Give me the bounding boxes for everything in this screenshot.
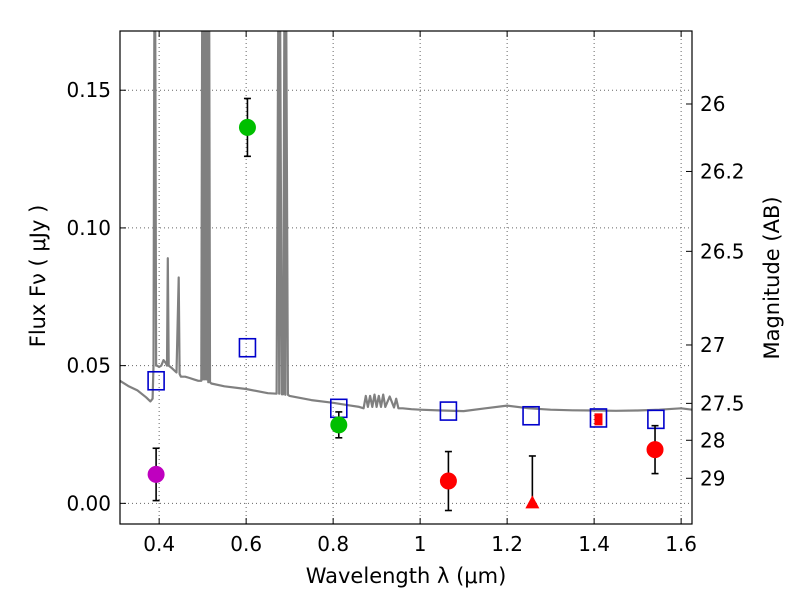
observed-flux-point (439, 472, 457, 490)
marginal-point-marker (594, 413, 603, 426)
x-tick-label: 1.6 (665, 532, 697, 556)
observed-flux-point (330, 416, 348, 434)
observed-flux-point (646, 441, 664, 459)
ticks: 0.4 0.6 0.8 1 1.2 1.4 1.6 0.00 0.05 0.10 0.15 26 26.… (66, 31, 745, 556)
y-tick-label: 0.10 (66, 216, 111, 240)
right-tick-label: 27.5 (700, 391, 745, 415)
right-tick-label: 27 (700, 333, 725, 357)
y-tick-label: 0.00 (66, 491, 111, 515)
y-axis-label-right: Magnitude (AB) (760, 196, 784, 359)
plot-area (120, 31, 692, 512)
right-tick-label: 26.2 (700, 159, 745, 183)
x-tick-label: 1 (414, 532, 427, 556)
right-tick-label: 28 (700, 428, 725, 452)
model-photometry-square (439, 401, 458, 421)
upper-limit-triangle (525, 495, 540, 509)
x-tick-label: 0.4 (143, 532, 175, 556)
grid (120, 31, 692, 524)
model-photometry-square (522, 405, 540, 426)
x-tick-label: 1.2 (491, 532, 523, 556)
model-photometry-square (238, 337, 257, 358)
x-axis-label: Wavelength λ (μm) (306, 564, 507, 588)
model-spectrum-line (120, 31, 692, 413)
right-tick-label: 26.5 (700, 239, 745, 263)
x-tick-label: 1.4 (578, 532, 610, 556)
model-photometry-square (147, 370, 165, 391)
y-axis-label-left: Flux Fν ( μJy ) (26, 205, 50, 348)
observed-flux-point (238, 118, 256, 136)
model-photometry-square (589, 408, 608, 428)
plot-frame (119, 30, 693, 525)
right-tick-label: 29 (700, 466, 725, 490)
model-photometry-square (647, 409, 665, 430)
y-tick-label: 0.05 (66, 354, 111, 378)
x-tick-label: 0.6 (230, 532, 262, 556)
y-tick-label: 0.15 (66, 78, 111, 102)
right-tick-label: 26 (700, 92, 725, 116)
x-tick-label: 0.8 (317, 532, 349, 556)
observed-flux-point (147, 465, 165, 483)
